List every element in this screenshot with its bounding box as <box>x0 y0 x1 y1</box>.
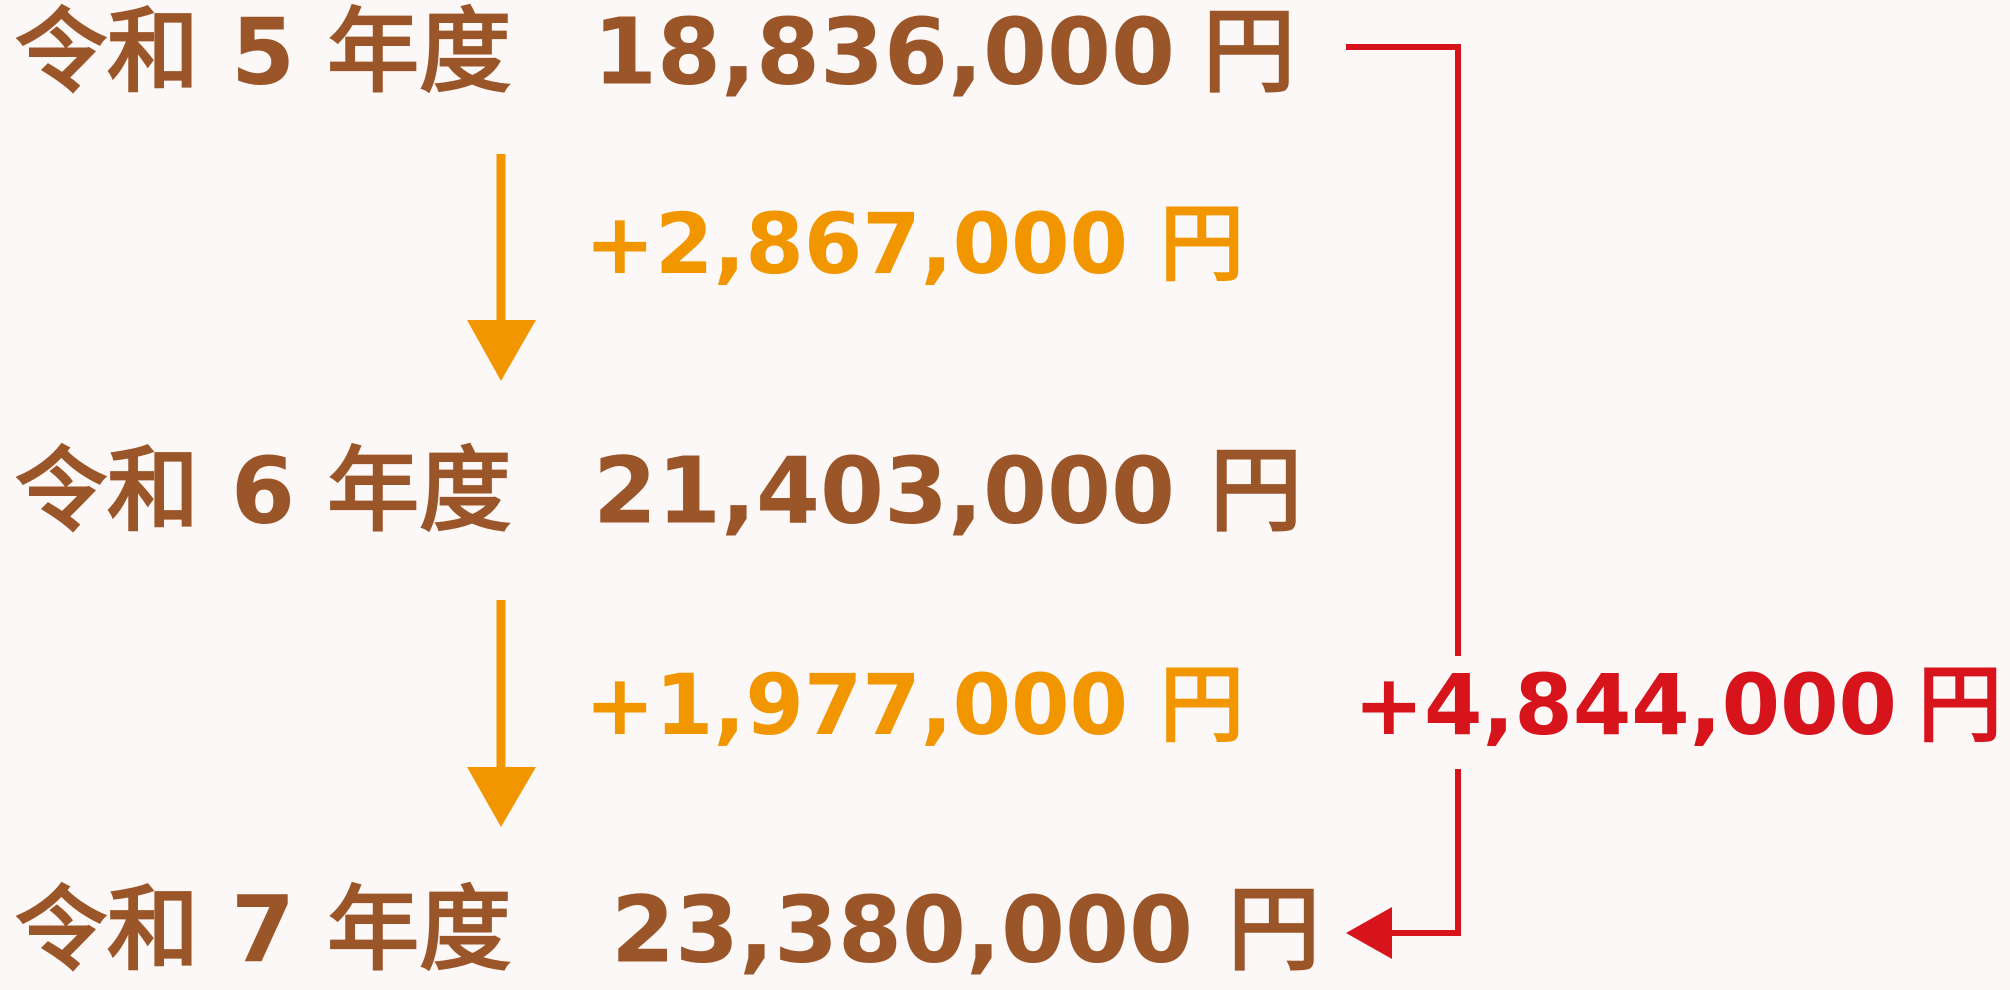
total-amount: +4,844,000 <box>1354 656 1897 754</box>
year-unit: 円 <box>1203 0 1295 105</box>
year-label: 令和 5 年度 <box>15 0 511 105</box>
arrow-head <box>1346 907 1392 959</box>
increment-unit: 円 <box>1160 656 1244 754</box>
year-amount: 23,380,000 <box>611 876 1193 983</box>
total-unit: 円 <box>1918 656 2002 754</box>
increment-amount: +2,867,000 <box>585 195 1128 293</box>
increment-unit: 円 <box>1160 195 1244 293</box>
year-amount: 21,403,000 <box>593 437 1175 544</box>
increment-amount: +1,977,000 <box>585 656 1128 754</box>
arrow-head <box>467 767 536 827</box>
year-unit: 円 <box>1210 437 1302 544</box>
bracket-line <box>1346 44 1461 656</box>
bracket-line <box>1390 769 1461 936</box>
year-label: 令和 7 年度 <box>15 876 511 983</box>
year-amount: 18,836,000 <box>593 0 1175 105</box>
year-unit: 円 <box>1228 876 1320 983</box>
year-label: 令和 6 年度 <box>15 437 511 544</box>
arrow-head <box>467 320 536 381</box>
